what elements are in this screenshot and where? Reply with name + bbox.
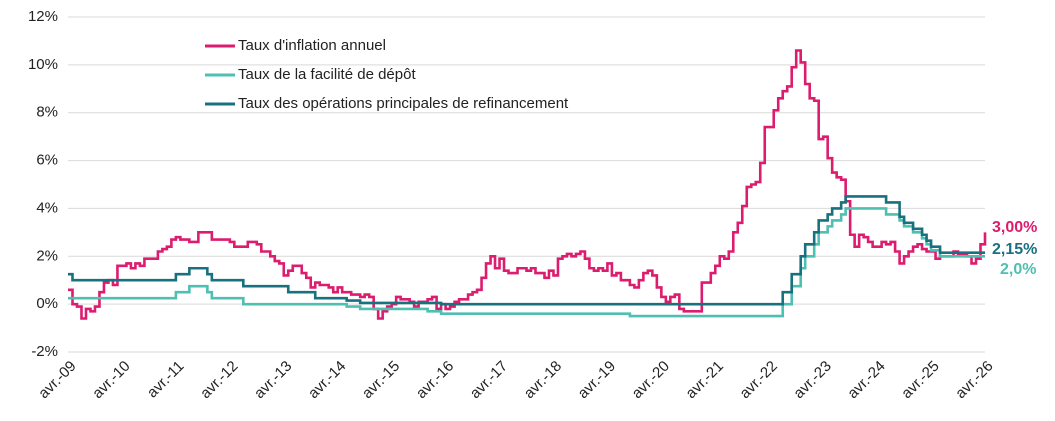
series-line [68, 207, 985, 318]
y-tick-label: 6% [36, 152, 58, 169]
y-tick-label: 2% [36, 247, 58, 264]
y-tick-label: 4% [36, 199, 58, 216]
x-tick-label: avr.-18 [521, 358, 565, 402]
y-tick-label: 12% [28, 8, 58, 25]
end-label: 2,15% [992, 241, 1037, 258]
series-line [68, 195, 985, 306]
x-tick-label: avr.-14 [305, 358, 349, 402]
x-tick-label: avr.-09 [35, 358, 79, 402]
x-tick-label: avr.-19 [575, 358, 619, 402]
legend-label: Taux de la facilité de dépôt [238, 66, 416, 83]
legend-label: Taux d'inflation annuel [238, 37, 386, 54]
x-tick-label: avr.-12 [197, 358, 241, 402]
x-tick-label: avr.-11 [144, 358, 188, 402]
y-tick-label: 8% [36, 104, 58, 121]
end-label: 2,0% [1000, 261, 1036, 278]
x-tick-label: avr.-26 [952, 358, 996, 402]
y-tick-label: -2% [31, 343, 58, 360]
x-tick-label: avr.-21 [682, 358, 726, 402]
end-label: 3,00% [992, 219, 1037, 236]
y-tick-label: 10% [28, 56, 58, 73]
x-tick-label: avr.-20 [629, 358, 673, 402]
x-tick-label: avr.-24 [844, 358, 888, 402]
x-tick-label: avr.-16 [413, 358, 457, 402]
x-tick-label: avr.-22 [736, 358, 780, 402]
x-tick-label: avr.-25 [898, 358, 942, 402]
legend-label: Taux des opérations principales de refin… [238, 95, 569, 112]
x-tick-label: avr.-17 [467, 358, 511, 402]
series-line [68, 49, 987, 320]
y-tick-label: 0% [36, 295, 58, 312]
x-tick-label: avr.-15 [359, 358, 403, 402]
x-tick-label: avr.-13 [251, 358, 295, 402]
x-tick-label: avr.-10 [89, 358, 133, 402]
x-tick-label: avr.-23 [790, 358, 834, 402]
